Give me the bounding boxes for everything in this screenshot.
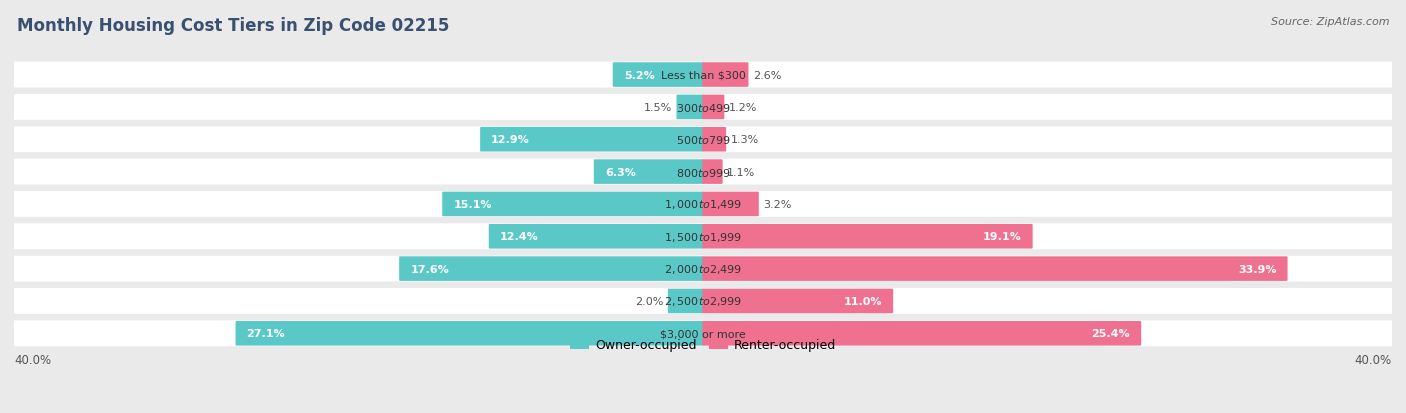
FancyBboxPatch shape [479,128,703,152]
Text: $2,000 to $2,499: $2,000 to $2,499 [664,263,742,275]
Text: 17.6%: 17.6% [411,264,449,274]
FancyBboxPatch shape [6,256,1400,282]
Text: 12.4%: 12.4% [499,232,538,242]
FancyBboxPatch shape [6,288,1400,314]
Text: 11.0%: 11.0% [844,296,882,306]
Text: 19.1%: 19.1% [983,232,1022,242]
Text: 2.6%: 2.6% [754,70,782,81]
Text: 40.0%: 40.0% [14,353,51,366]
Text: 12.9%: 12.9% [491,135,530,145]
FancyBboxPatch shape [6,62,1400,88]
FancyBboxPatch shape [6,95,1400,121]
Text: 1.5%: 1.5% [644,103,672,113]
Text: 2.0%: 2.0% [636,296,664,306]
FancyBboxPatch shape [703,224,1032,249]
FancyBboxPatch shape [613,63,703,88]
Text: Less than $300: Less than $300 [661,70,745,81]
FancyBboxPatch shape [703,95,724,120]
FancyBboxPatch shape [668,289,703,313]
Text: $1,000 to $1,499: $1,000 to $1,499 [664,198,742,211]
Text: $500 to $799: $500 to $799 [675,134,731,146]
FancyBboxPatch shape [703,192,759,217]
Text: 27.1%: 27.1% [246,328,285,339]
FancyBboxPatch shape [489,224,703,249]
Text: $3,000 or more: $3,000 or more [661,328,745,339]
Text: 40.0%: 40.0% [1355,353,1392,366]
FancyBboxPatch shape [703,128,725,152]
FancyBboxPatch shape [6,192,1400,217]
Text: 1.3%: 1.3% [731,135,759,145]
Text: 33.9%: 33.9% [1239,264,1277,274]
Text: 15.1%: 15.1% [453,199,492,209]
Text: 1.2%: 1.2% [728,103,758,113]
FancyBboxPatch shape [703,160,723,185]
FancyBboxPatch shape [236,321,703,346]
Text: $1,500 to $1,999: $1,500 to $1,999 [664,230,742,243]
Text: 25.4%: 25.4% [1091,328,1130,339]
FancyBboxPatch shape [703,289,893,313]
FancyBboxPatch shape [443,192,703,217]
Legend: Owner-occupied, Renter-occupied: Owner-occupied, Renter-occupied [565,333,841,356]
FancyBboxPatch shape [399,257,703,281]
Text: Monthly Housing Cost Tiers in Zip Code 02215: Monthly Housing Cost Tiers in Zip Code 0… [17,17,450,34]
Text: $800 to $999: $800 to $999 [675,166,731,178]
FancyBboxPatch shape [703,321,1142,346]
Text: Source: ZipAtlas.com: Source: ZipAtlas.com [1271,17,1389,26]
FancyBboxPatch shape [6,224,1400,249]
FancyBboxPatch shape [6,127,1400,153]
FancyBboxPatch shape [6,320,1400,347]
Text: 6.3%: 6.3% [605,167,636,177]
Text: $300 to $499: $300 to $499 [675,102,731,114]
Text: 1.1%: 1.1% [727,167,755,177]
FancyBboxPatch shape [6,159,1400,185]
FancyBboxPatch shape [593,160,703,185]
Text: 5.2%: 5.2% [624,70,655,81]
FancyBboxPatch shape [703,63,748,88]
Text: $2,500 to $2,999: $2,500 to $2,999 [664,295,742,308]
FancyBboxPatch shape [676,95,703,120]
FancyBboxPatch shape [703,257,1288,281]
Text: 3.2%: 3.2% [763,199,792,209]
